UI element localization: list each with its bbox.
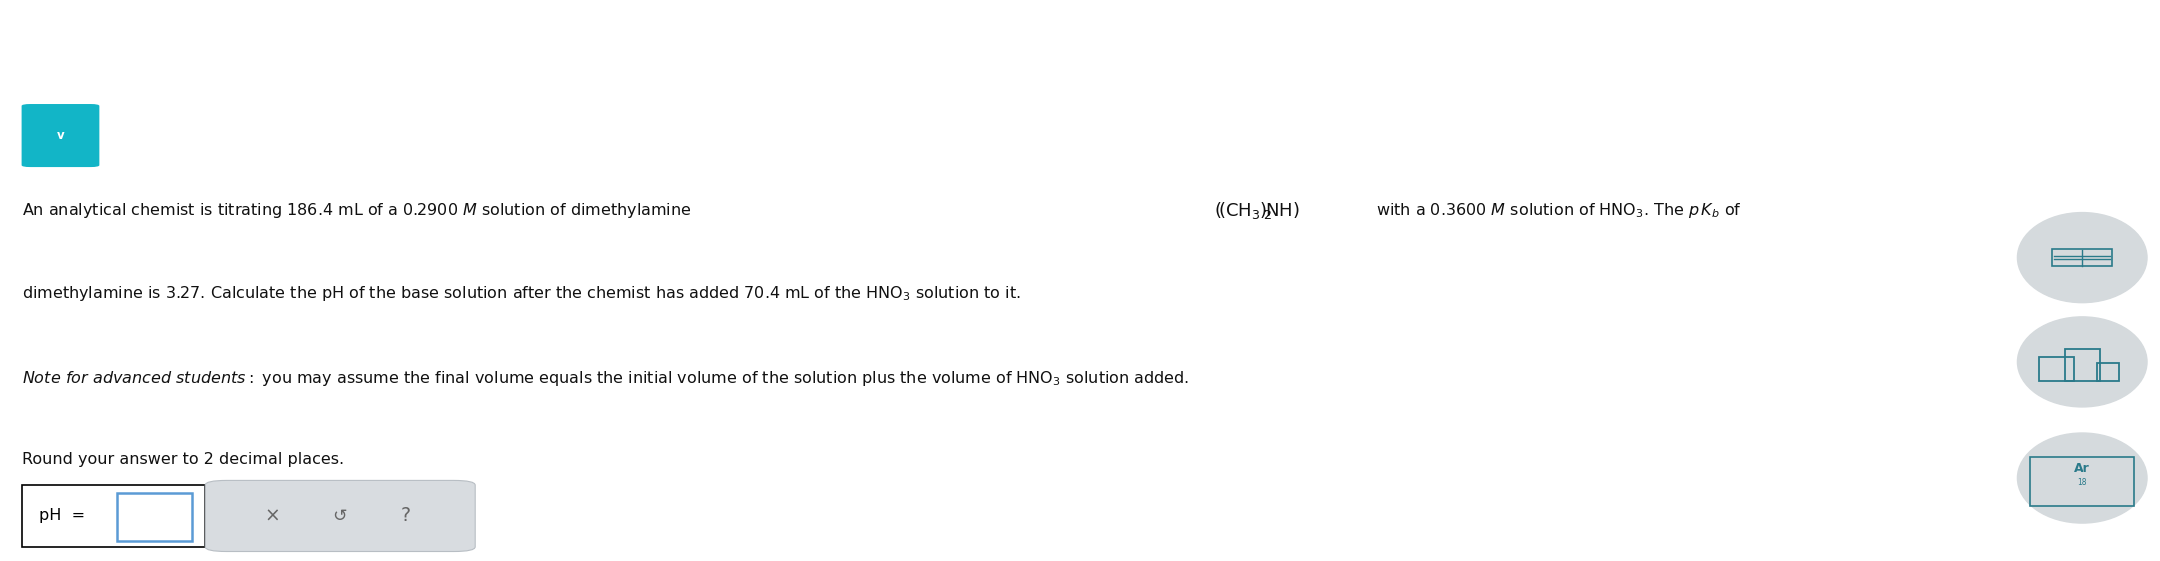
Text: 18: 18 bbox=[2078, 479, 2087, 488]
Text: Calculating the pH of a weak base titrated with a strong acid: Calculating the pH of a weak base titrat… bbox=[65, 36, 618, 51]
Text: Do: Do bbox=[2104, 39, 2117, 48]
Text: ↺: ↺ bbox=[333, 507, 346, 525]
FancyBboxPatch shape bbox=[22, 104, 99, 167]
Text: pH  =: pH = bbox=[39, 508, 84, 523]
Text: ?: ? bbox=[402, 507, 410, 526]
Ellipse shape bbox=[2017, 213, 2147, 302]
Text: Ar: Ar bbox=[2074, 462, 2091, 475]
Ellipse shape bbox=[2017, 317, 2147, 407]
Text: Round your answer to 2 decimal places.: Round your answer to 2 decimal places. bbox=[22, 452, 343, 467]
Text: $\mathit{Note\ for\ advanced\ students:}$ you may assume the final volume equals: $\mathit{Note\ for\ advanced\ students:}… bbox=[22, 369, 1188, 388]
Text: dimethylamine is 3.27. Calculate the pH of the base solution after the chemist h: dimethylamine is 3.27. Calculate the pH … bbox=[22, 284, 1020, 303]
FancyBboxPatch shape bbox=[205, 480, 475, 551]
Text: with a 0.3600 $\mathit{M}$ solution of HNO$_3$. The $p\,K_b$ of: with a 0.3600 $\mathit{M}$ solution of H… bbox=[1376, 201, 1741, 220]
FancyBboxPatch shape bbox=[22, 485, 205, 547]
Ellipse shape bbox=[2017, 433, 2147, 523]
Text: An analytical chemist is titrating 186.4 mL of a 0.2900 $\mathit{M}$ solution of: An analytical chemist is titrating 186.4… bbox=[22, 201, 691, 220]
FancyBboxPatch shape bbox=[117, 493, 192, 541]
Text: v: v bbox=[56, 129, 65, 142]
Text: ×: × bbox=[264, 507, 281, 526]
Text: $\left(\!\left(\mathrm{CH_3}\right)_{\!\!2}\!\!\mathrm{NH}\right)$: $\left(\!\left(\mathrm{CH_3}\right)_{\!\… bbox=[1214, 200, 1300, 220]
